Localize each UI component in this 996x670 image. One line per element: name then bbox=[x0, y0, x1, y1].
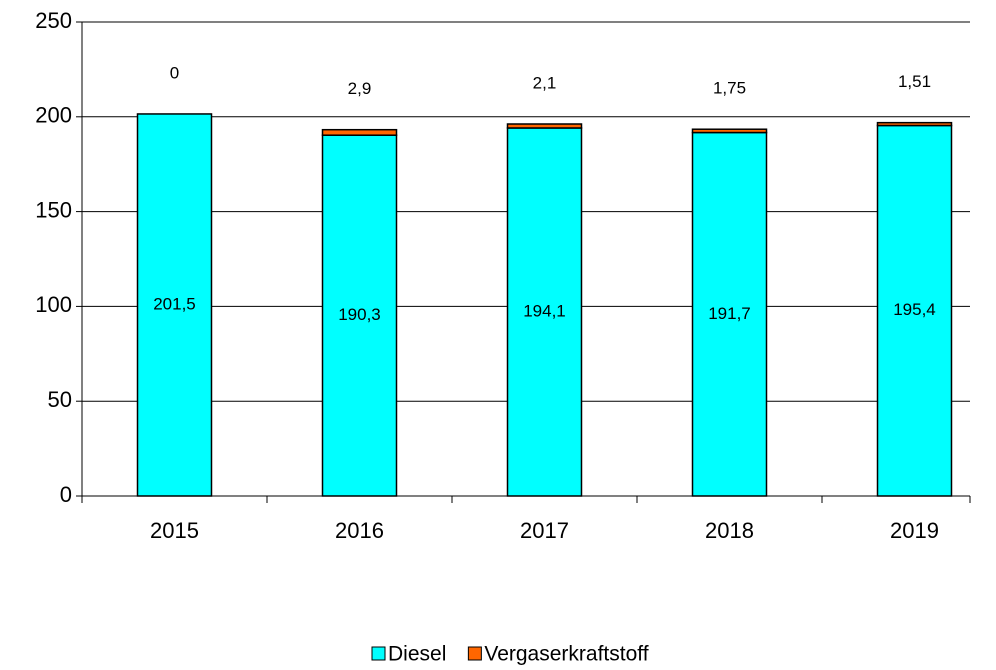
bar-segment bbox=[506, 127, 583, 497]
value-label: 194,1 bbox=[523, 301, 566, 320]
value-label: 2,1 bbox=[533, 73, 557, 92]
x-tick-label: 2017 bbox=[520, 518, 569, 543]
y-tick-label: 50 bbox=[48, 387, 72, 412]
bar-segment bbox=[321, 134, 398, 497]
bar-segment bbox=[876, 121, 953, 127]
y-tick-label: 250 bbox=[35, 8, 72, 33]
value-label: 190,3 bbox=[338, 305, 381, 324]
y-tick-label: 0 bbox=[60, 482, 72, 507]
legend-label: Vergaserkraftstoff bbox=[484, 643, 648, 666]
y-tick-label: 200 bbox=[35, 103, 72, 128]
legend-swatch bbox=[371, 646, 386, 661]
value-label: 195,4 bbox=[893, 300, 936, 319]
value-label: 201,5 bbox=[153, 294, 196, 313]
value-label: 2,9 bbox=[348, 79, 372, 98]
x-tick-label: 2019 bbox=[890, 518, 939, 543]
y-tick-label: 100 bbox=[35, 292, 72, 317]
value-label: 1,75 bbox=[713, 79, 746, 98]
value-label: 0 bbox=[170, 63, 179, 82]
value-label: 1,51 bbox=[898, 72, 931, 91]
y-tick-label: 150 bbox=[35, 197, 72, 222]
bar-segment bbox=[876, 124, 953, 497]
bar-segment bbox=[321, 128, 398, 136]
x-tick-label: 2015 bbox=[150, 518, 199, 543]
bar-segment bbox=[691, 131, 768, 497]
bar-segment bbox=[691, 128, 768, 134]
x-tick-label: 2016 bbox=[335, 518, 384, 543]
legend-label: Diesel bbox=[388, 643, 446, 666]
x-tick-label: 2018 bbox=[705, 518, 754, 543]
bar-segment bbox=[136, 113, 213, 497]
legend-swatch bbox=[467, 646, 482, 661]
bar-segment bbox=[506, 123, 583, 129]
value-label: 191,7 bbox=[708, 304, 751, 323]
